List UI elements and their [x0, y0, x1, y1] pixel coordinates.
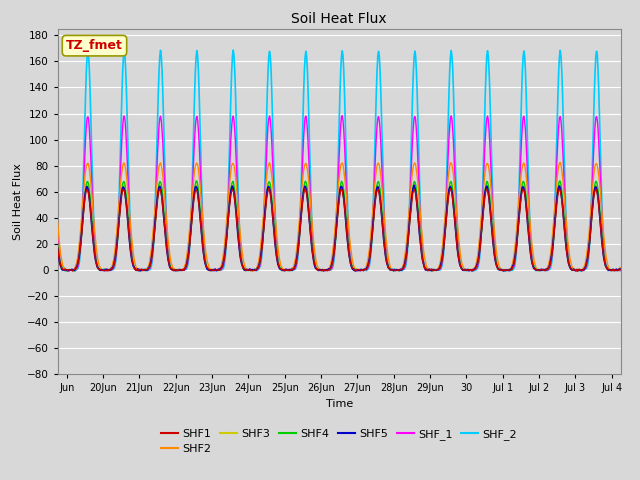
SHF5	[315, 268, 323, 274]
SHF4	[428, 268, 436, 274]
SHF4	[616, 266, 624, 272]
SHF4	[132, 267, 140, 273]
Title: Soil Heat Flux: Soil Heat Flux	[291, 12, 387, 26]
SHF2	[54, 219, 61, 225]
SHF1	[54, 244, 61, 250]
SHF5	[56, 261, 64, 266]
Line: SHF5: SHF5	[58, 185, 620, 271]
SHF_2	[316, 266, 323, 272]
SHF_2	[54, 223, 61, 228]
SHF3	[410, 182, 418, 188]
SHF4	[316, 268, 323, 274]
SHF5	[132, 267, 140, 273]
SHF_2	[132, 267, 140, 273]
SHF5	[459, 267, 467, 273]
Line: SHF3: SHF3	[58, 185, 620, 271]
SHF3	[294, 244, 302, 250]
SHF5	[352, 268, 360, 274]
SHF_2	[56, 258, 64, 264]
SHF5	[294, 249, 301, 255]
SHF1	[616, 266, 624, 272]
SHF_2	[294, 250, 302, 255]
SHF4	[56, 257, 64, 263]
SHF2	[556, 159, 564, 165]
SHF1	[294, 252, 301, 257]
SHF4	[294, 246, 302, 252]
SHF_1	[616, 268, 624, 274]
SHF1	[56, 259, 64, 265]
SHF_1	[132, 267, 140, 273]
SHF3	[459, 266, 467, 272]
SHF2	[294, 239, 301, 245]
SHF_2	[472, 267, 479, 273]
SHF1	[301, 185, 309, 191]
SHF2	[315, 266, 323, 272]
Line: SHF1: SHF1	[58, 188, 620, 271]
Y-axis label: Soil Heat Flux: Soil Heat Flux	[13, 163, 22, 240]
SHF3	[279, 268, 287, 274]
SHF_2	[458, 266, 466, 272]
SHF_1	[315, 267, 323, 273]
SHF4	[192, 178, 200, 184]
X-axis label: Time: Time	[326, 399, 353, 409]
SHF4	[472, 264, 480, 270]
SHF1	[472, 265, 479, 271]
SHF3	[56, 260, 64, 266]
SHF1	[458, 266, 466, 272]
SHF2	[574, 268, 582, 274]
SHF5	[472, 264, 480, 269]
SHF2	[471, 265, 479, 271]
SHF3	[132, 267, 140, 273]
SHF_1	[54, 228, 61, 234]
Line: SHF_2: SHF_2	[58, 50, 620, 271]
SHF4	[54, 240, 61, 246]
Line: SHF4: SHF4	[58, 181, 620, 271]
SHF_1	[294, 253, 301, 259]
SHF3	[316, 267, 323, 273]
Line: SHF2: SHF2	[58, 162, 620, 271]
SHF_1	[56, 257, 64, 263]
Text: TZ_fmet: TZ_fmet	[66, 39, 123, 52]
SHF5	[54, 245, 61, 251]
SHF2	[132, 265, 140, 271]
SHF_1	[472, 266, 480, 272]
SHF1	[500, 268, 508, 274]
Legend: SHF1, SHF2, SHF3, SHF4, SHF5, SHF_1, SHF_2: SHF1, SHF2, SHF3, SHF4, SHF5, SHF_1, SHF…	[157, 424, 522, 459]
SHF5	[410, 182, 418, 188]
SHF3	[54, 243, 61, 249]
Line: SHF_1: SHF_1	[58, 116, 620, 271]
SHF5	[616, 266, 624, 272]
SHF2	[56, 244, 64, 250]
SHF3	[616, 267, 624, 273]
SHF1	[132, 267, 140, 273]
SHF_1	[339, 113, 346, 119]
SHF2	[616, 264, 624, 270]
SHF_2	[229, 47, 237, 53]
SHF_2	[616, 268, 624, 274]
SHF_1	[459, 267, 467, 273]
SHF_2	[506, 268, 513, 274]
SHF1	[316, 267, 323, 273]
SHF3	[472, 264, 480, 270]
SHF4	[459, 267, 467, 273]
SHF2	[457, 256, 465, 262]
SHF_1	[355, 268, 362, 274]
